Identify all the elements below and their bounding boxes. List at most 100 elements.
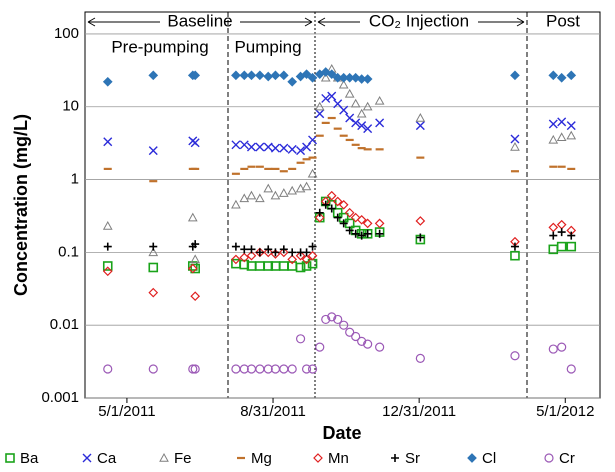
data-point (288, 248, 297, 257)
data-point (190, 138, 200, 148)
data-point (231, 70, 241, 81)
data-point (148, 287, 159, 298)
legend-item: Mg (237, 450, 272, 467)
data-point (263, 142, 273, 152)
data-point (301, 261, 312, 271)
legend-item: Fe (159, 450, 192, 467)
data-point (548, 344, 558, 354)
data-point (246, 250, 257, 261)
data-point (326, 190, 337, 201)
legend-marker (82, 453, 92, 463)
series (102, 67, 577, 87)
data-point (315, 342, 325, 352)
data-point (357, 336, 367, 346)
data-point (187, 261, 198, 271)
data-point (287, 144, 297, 154)
data-point (548, 119, 558, 129)
data-point (231, 140, 241, 150)
data-point (190, 263, 200, 274)
legend-item: Cl (467, 450, 496, 467)
data-point (270, 70, 281, 81)
phase-label: Baseline (167, 11, 232, 30)
data-point (263, 247, 274, 258)
legend-label: Sr (405, 450, 420, 467)
data-point (375, 229, 384, 238)
data-point (375, 118, 385, 128)
data-point (339, 105, 349, 115)
data-point (255, 248, 264, 257)
data-point (556, 219, 567, 230)
data-point (239, 140, 249, 150)
data-point (148, 247, 159, 257)
data-point (350, 212, 361, 223)
data-point (510, 351, 520, 361)
data-point (264, 245, 273, 254)
data-point (246, 190, 257, 200)
series (102, 196, 577, 274)
data-point (345, 327, 355, 337)
legend-marker (467, 453, 477, 463)
legend-item: Ca (82, 450, 117, 467)
data-point (362, 101, 373, 111)
data-point (415, 216, 426, 226)
data-point (415, 112, 426, 122)
data-point (510, 250, 520, 261)
data-point (255, 364, 265, 374)
data-point (363, 229, 372, 238)
data-point (327, 312, 337, 322)
data-point (279, 261, 289, 271)
data-point (327, 204, 336, 213)
data-point (510, 134, 520, 144)
data-point (148, 70, 159, 81)
legend-label: Ba (20, 450, 39, 467)
data-point (296, 146, 306, 156)
legend-item: Sr (391, 450, 420, 467)
data-point (356, 108, 367, 118)
data-point (190, 291, 201, 302)
data-point (566, 364, 576, 374)
data-point (416, 233, 425, 242)
data-point (315, 208, 324, 217)
phase-label: Post (546, 11, 580, 30)
data-point (308, 135, 318, 145)
data-point (255, 70, 265, 81)
data-point (191, 240, 200, 249)
data-point (278, 247, 289, 258)
data-point (302, 142, 312, 152)
data-point (566, 241, 577, 252)
data-point (231, 364, 241, 374)
data-point (351, 229, 360, 238)
data-point (566, 70, 577, 81)
data-point (187, 263, 198, 274)
legend-label: Mn (328, 450, 349, 467)
data-point (549, 231, 558, 240)
data-point (278, 188, 289, 197)
data-point (240, 245, 249, 254)
data-point (351, 118, 361, 128)
data-point (415, 121, 425, 131)
data-point (295, 183, 306, 193)
data-point (320, 72, 331, 82)
data-point (415, 353, 425, 363)
data-point (287, 185, 298, 195)
data-point (344, 207, 355, 218)
data-point (295, 250, 306, 261)
data-point (351, 331, 361, 342)
x-axis-title: Date (322, 423, 361, 443)
y-axis-title: Concentration (mg/L) (11, 114, 31, 296)
data-point (103, 137, 113, 147)
legend-marker (544, 453, 554, 463)
data-point (557, 342, 567, 352)
data-point (362, 218, 373, 229)
phase-label: Pre-pumping (111, 37, 208, 56)
data-point (321, 93, 331, 103)
series (103, 200, 576, 257)
data-point (103, 242, 112, 251)
data-point (263, 183, 274, 193)
data-point (239, 259, 250, 270)
x-tick-label: 8/31/2011 (240, 403, 306, 420)
data-point (362, 74, 373, 84)
data-point (295, 262, 306, 273)
data-point (548, 222, 559, 233)
